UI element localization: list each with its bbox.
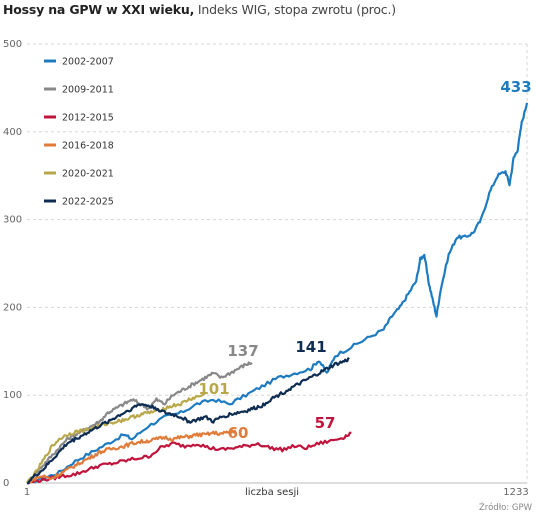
series-line-2020-2021 — [26, 392, 206, 484]
end-label-2002-2007: 433 — [500, 78, 531, 96]
y-tick-label: 400 — [3, 127, 22, 138]
series-line-2012-2015 — [27, 431, 352, 485]
y-tick-label: 0 — [3, 478, 9, 489]
x-axis-label: liczba sesji — [245, 487, 299, 498]
chart-title-bold: Hossy na GPW w XXI wieku, — [3, 2, 195, 17]
chart-subtitle: Indeks WIG, stopa zwrotu (proc.) — [197, 2, 396, 17]
end-labels: 433 137 57 60 101 141 — [198, 78, 531, 442]
x-tick-label-end: 1233 — [503, 487, 528, 498]
x-axis: 1 liczba sesji 1233 — [24, 487, 529, 498]
y-tick-label: 200 — [3, 302, 22, 313]
legend-label-2009-2011: 2009-2011 — [62, 85, 114, 96]
y-tick-label: 500 — [3, 39, 22, 50]
legend: 2002-2007 2009-2011 2012-2015 2016-2018 2020… — [44, 57, 114, 208]
legend-label-2002-2007: 2002-2007 — [62, 57, 114, 68]
legend-label-2016-2018: 2016-2018 — [62, 141, 114, 152]
series-lines — [26, 102, 529, 485]
source-note: Źródło: GPW — [479, 501, 533, 513]
legend-label-2012-2015: 2012-2015 — [62, 113, 114, 124]
end-label-2016-2018: 60 — [228, 424, 249, 442]
legend-label-2022-2025: 2022-2025 — [62, 197, 114, 208]
chart-title: Hossy na GPW w XXI wieku, Indeks WIG, st… — [3, 2, 396, 17]
series-line-2016-2018 — [26, 429, 237, 484]
legend-label-2020-2021: 2020-2021 — [62, 169, 114, 180]
series-line-2002-2007 — [26, 102, 529, 484]
end-label-2022-2025: 141 — [295, 338, 326, 356]
end-label-2009-2011: 137 — [227, 342, 258, 360]
x-tick-label-start: 1 — [24, 487, 30, 498]
y-tick-label: 300 — [3, 215, 22, 226]
end-label-2020-2021: 101 — [198, 380, 229, 398]
y-axis-ticks: 0 100 200 300 400 500 — [3, 39, 22, 489]
grid-lines — [27, 43, 528, 484]
end-label-2012-2015: 57 — [315, 414, 336, 432]
series-line-2022-2025 — [26, 357, 350, 485]
y-tick-label: 100 — [3, 390, 22, 401]
